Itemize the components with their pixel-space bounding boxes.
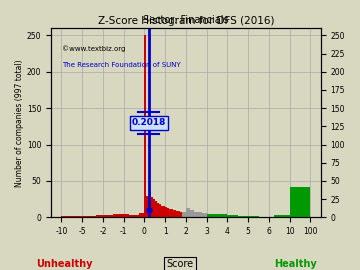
Bar (113, 214, 123, 217)
Bar (149, 192, 150, 217)
Bar (157, 203, 159, 217)
Bar (103, 215, 113, 217)
Bar (290, 187, 310, 217)
Bar (163, 207, 165, 217)
Text: Healthy: Healthy (274, 259, 316, 269)
Bar (176, 211, 177, 217)
Text: Score: Score (166, 259, 194, 269)
Bar (202, 213, 207, 217)
Bar (190, 210, 194, 217)
Bar (139, 213, 144, 217)
Bar (169, 209, 171, 217)
Bar (198, 212, 202, 217)
Bar (182, 212, 186, 217)
Bar (147, 195, 149, 217)
Text: 0.2018: 0.2018 (132, 118, 166, 127)
Title: Z-Score Histogram for DFS (2016): Z-Score Histogram for DFS (2016) (98, 16, 274, 26)
Bar (144, 35, 147, 217)
Text: The Research Foundation of SUNY: The Research Foundation of SUNY (62, 62, 181, 68)
Bar (248, 216, 258, 217)
Y-axis label: Number of companies (997 total): Number of companies (997 total) (15, 59, 24, 187)
Text: ©www.textbiz.org: ©www.textbiz.org (62, 45, 125, 52)
Bar (228, 215, 238, 217)
Text: Sector: Financials: Sector: Financials (143, 15, 229, 25)
Bar (61, 216, 82, 217)
Bar (194, 212, 198, 217)
Bar (123, 214, 129, 217)
Bar (161, 206, 163, 217)
Bar (165, 207, 167, 217)
Bar (129, 215, 134, 217)
Bar (99, 215, 103, 217)
Bar (167, 208, 169, 217)
Bar (153, 199, 155, 217)
Bar (180, 212, 182, 217)
Bar (171, 209, 174, 217)
Bar (150, 197, 153, 217)
Bar (177, 211, 180, 217)
Bar (155, 201, 157, 217)
Text: Unhealthy: Unhealthy (37, 259, 93, 269)
Bar (217, 214, 228, 217)
Bar (186, 208, 190, 217)
Bar (96, 215, 99, 217)
Bar (89, 216, 96, 217)
Bar (207, 214, 217, 217)
Bar (174, 210, 176, 217)
Bar (274, 215, 290, 217)
Bar (238, 216, 248, 217)
Bar (159, 204, 161, 217)
Bar (134, 215, 139, 217)
Bar (82, 216, 89, 217)
